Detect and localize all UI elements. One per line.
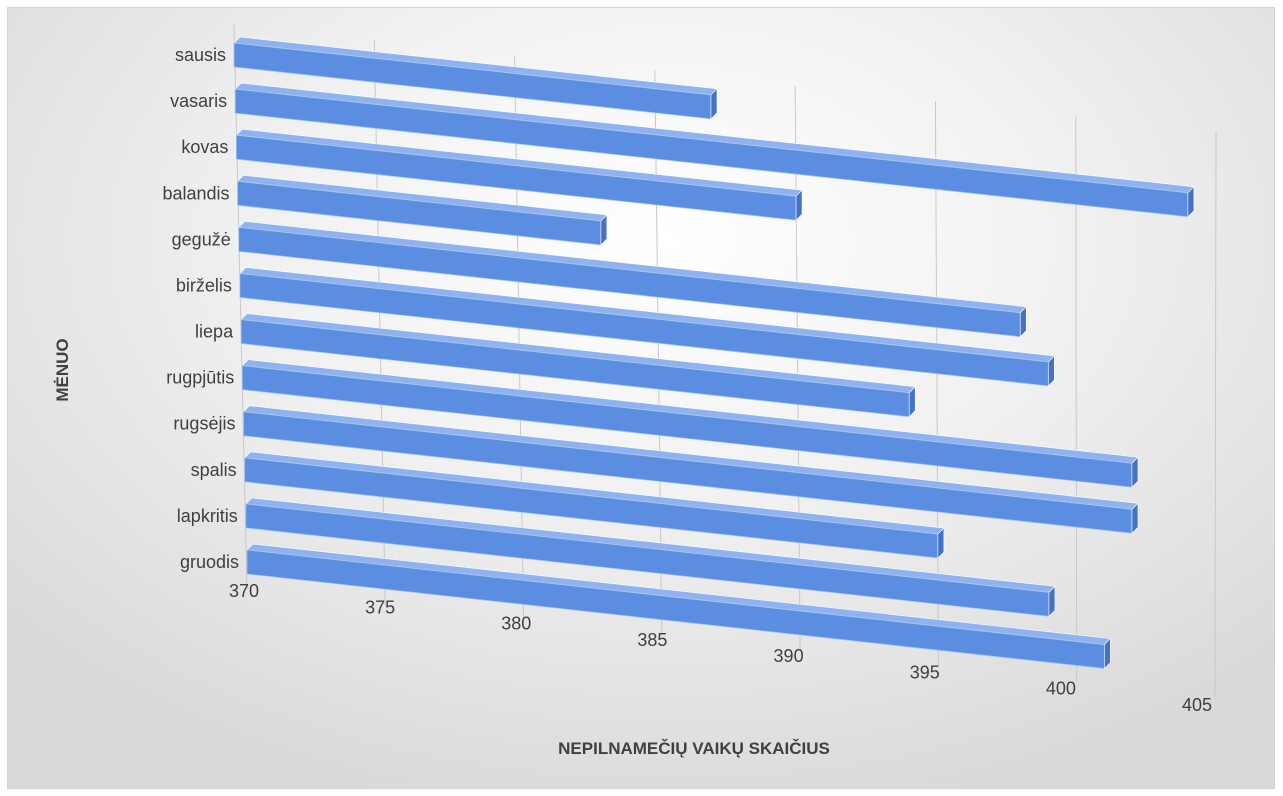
category-labels: sausis vasaris kovas balandis gegužė birželis…: [162, 45, 239, 572]
bar-end-face: [1131, 456, 1139, 488]
bar-end-face: [795, 189, 803, 221]
category-label: lapkritis: [177, 506, 238, 526]
gridline-395: [934, 101, 939, 667]
y-axis-title: MĖNUO: [53, 338, 72, 401]
x-tick-label: 375: [365, 597, 395, 617]
gridline-375: [373, 40, 386, 606]
x-tick-label: 385: [637, 630, 667, 650]
bar-end-face: [710, 88, 718, 120]
bar-gruodis: [246, 543, 1112, 670]
gridline-370: [233, 24, 248, 591]
bar-birželis: [239, 267, 1055, 387]
gridline-405: [1214, 131, 1217, 697]
x-tick-labels: 370 375 380 385 390 395 400 405: [229, 581, 1212, 715]
x-tick-label: 380: [501, 614, 531, 634]
bar-end-face: [937, 527, 945, 559]
category-label: gegužė: [172, 229, 231, 249]
bars: [233, 36, 1195, 670]
bar-vasaris: [234, 82, 1195, 218]
bar-rugpjūtis: [241, 359, 1139, 488]
category-label: rugsėjis: [173, 414, 235, 434]
category-label: vasaris: [170, 91, 227, 111]
bar-lapkritis: [245, 497, 1056, 618]
category-label: liepa: [195, 322, 234, 342]
bar-sausis: [233, 36, 718, 120]
bar-end-face: [908, 386, 916, 418]
category-label: kovas: [181, 137, 228, 157]
bar-end-face: [1131, 502, 1139, 535]
category-label: gruodis: [180, 552, 239, 572]
gridline-400: [1075, 116, 1078, 682]
bar-gegužė: [238, 221, 1027, 338]
bar-end-face: [1019, 306, 1027, 338]
bar-end-face: [600, 214, 608, 246]
bar-rugsėjis: [242, 405, 1139, 535]
x-axis-title: NEPILNAMEČIŲ VAIKŲ SKAIČIUS: [558, 739, 830, 758]
gridline-380: [514, 55, 525, 621]
bar-end-face: [1048, 585, 1056, 618]
gridline-390: [794, 85, 801, 652]
bar-kovas: [235, 128, 803, 221]
x-tick-label: 400: [1046, 679, 1076, 699]
gridline-385: [654, 70, 663, 636]
x-tick-label: 390: [774, 646, 804, 666]
x-tick-label: 405: [1182, 695, 1212, 715]
bar-balandis: [236, 174, 608, 246]
bar-end-face: [1104, 637, 1111, 670]
category-label: sausis: [175, 45, 226, 65]
x-tick-label: 370: [229, 581, 259, 601]
category-label: rugpjūtis: [166, 368, 234, 388]
bar-end-face: [1187, 186, 1195, 218]
gridlines: [233, 24, 1217, 697]
bar-end-face: [1047, 355, 1055, 387]
x-tick-label: 395: [910, 662, 940, 682]
category-label: balandis: [162, 183, 229, 203]
category-label: birželis: [176, 275, 232, 295]
bar-liepa: [240, 313, 916, 418]
bar-spalis: [243, 451, 945, 559]
category-label: spalis: [191, 460, 237, 480]
